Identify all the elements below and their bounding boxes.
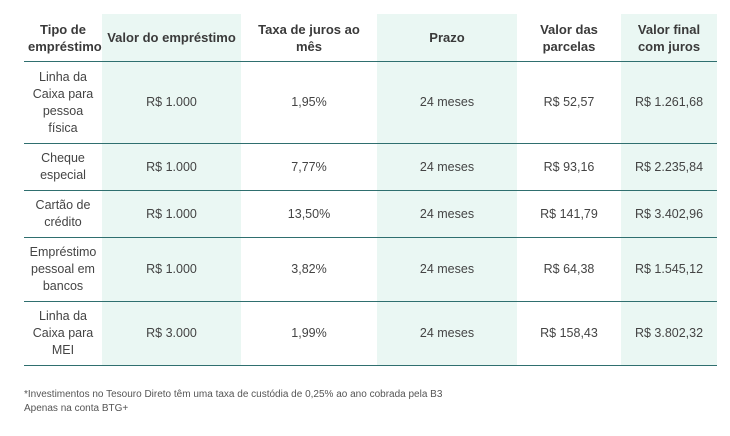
cell-installment: R$ 158,43 <box>517 301 621 366</box>
header-term: Prazo <box>377 14 517 62</box>
cell-loan-amount: R$ 1.000 <box>102 61 241 144</box>
footnote-tesouro-direto: *Investimentos no Tesouro Direto têm uma… <box>24 389 443 400</box>
cell-monthly-rate: 13,50% <box>241 190 377 238</box>
header-installment: Valor das parcelas <box>517 14 621 62</box>
cell-monthly-rate: 3,82% <box>241 237 377 302</box>
cell-final-value: R$ 1.261,68 <box>621 61 717 144</box>
table-row: Cheque especial R$ 1.000 7,77% 24 meses … <box>24 143 717 191</box>
cell-term: 24 meses <box>377 237 517 302</box>
footnote-btg-account: Apenas na conta BTG+ <box>24 403 129 414</box>
cell-installment: R$ 93,16 <box>517 143 621 191</box>
cell-loan-type: Empréstimo pessoal em bancos <box>24 237 102 302</box>
cell-final-value: R$ 3.802,32 <box>621 301 717 366</box>
header-loan-amount: Valor do empréstimo <box>102 14 241 62</box>
loan-comparison-table: Tipo de empréstimo Valor do empréstimo T… <box>24 14 717 366</box>
loan-comparison-table-wrapper: Tipo de empréstimo Valor do empréstimo T… <box>24 14 717 366</box>
cell-term: 24 meses <box>377 190 517 238</box>
cell-loan-amount: R$ 1.000 <box>102 143 241 191</box>
cell-term: 24 meses <box>377 143 517 191</box>
footnotes: *Investimentos no Tesouro Direto têm uma… <box>24 388 442 416</box>
header-final-value: Valor final com juros <box>621 14 717 62</box>
cell-installment: R$ 141,79 <box>517 190 621 238</box>
cell-term: 24 meses <box>377 301 517 366</box>
cell-loan-amount: R$ 1.000 <box>102 190 241 238</box>
table-row: Cartão de crédito R$ 1.000 13,50% 24 mes… <box>24 190 717 238</box>
cell-loan-amount: R$ 1.000 <box>102 237 241 302</box>
cell-final-value: R$ 3.402,96 <box>621 190 717 238</box>
cell-loan-amount: R$ 3.000 <box>102 301 241 366</box>
cell-final-value: R$ 1.545,12 <box>621 237 717 302</box>
cell-loan-type: Linha da Caixa para MEI <box>24 301 102 366</box>
table-header-row: Tipo de empréstimo Valor do empréstimo T… <box>24 14 717 62</box>
cell-term: 24 meses <box>377 61 517 144</box>
header-monthly-rate: Taxa de juros ao mês <box>241 14 377 62</box>
cell-loan-type: Cheque especial <box>24 143 102 191</box>
cell-installment: R$ 52,57 <box>517 61 621 144</box>
cell-loan-type: Linha da Caixa para pessoa física <box>24 61 102 144</box>
cell-loan-type: Cartão de crédito <box>24 190 102 238</box>
table-row: Linha da Caixa para pessoa física R$ 1.0… <box>24 61 717 144</box>
cell-installment: R$ 64,38 <box>517 237 621 302</box>
table-row: Linha da Caixa para MEI R$ 3.000 1,99% 2… <box>24 301 717 366</box>
cell-monthly-rate: 1,99% <box>241 301 377 366</box>
header-loan-type: Tipo de empréstimo <box>24 14 102 62</box>
table-row: Empréstimo pessoal em bancos R$ 1.000 3,… <box>24 237 717 302</box>
cell-monthly-rate: 1,95% <box>241 61 377 144</box>
cell-monthly-rate: 7,77% <box>241 143 377 191</box>
cell-final-value: R$ 2.235,84 <box>621 143 717 191</box>
